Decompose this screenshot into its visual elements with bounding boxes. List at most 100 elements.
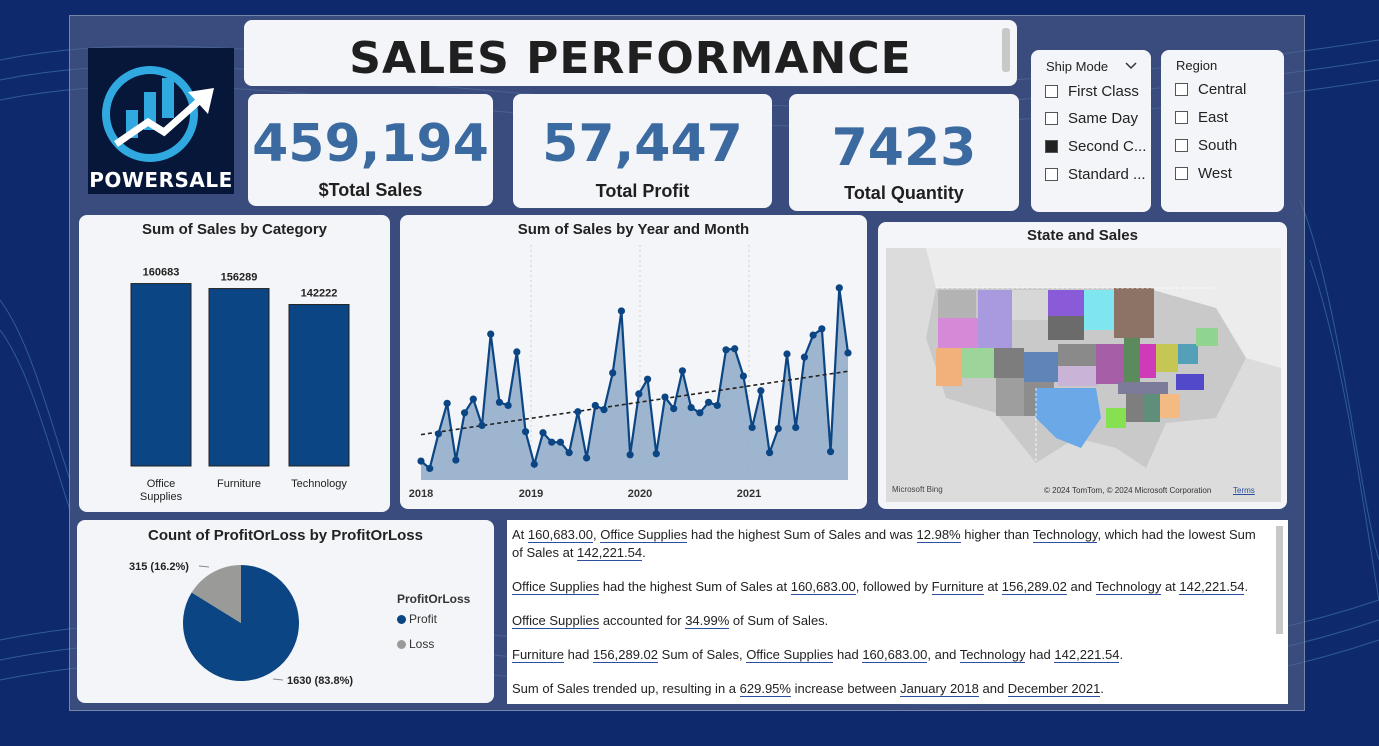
narrative-highlight[interactable]: 160,683.00 xyxy=(862,647,928,663)
data-point[interactable] xyxy=(670,405,678,413)
narrative-highlight[interactable]: Technology xyxy=(959,647,1026,663)
data-point[interactable] xyxy=(844,349,852,357)
bar[interactable] xyxy=(130,283,192,467)
slicer-item-second-class[interactable]: Second C... xyxy=(1045,136,1146,156)
data-point[interactable] xyxy=(513,348,521,356)
data-point[interactable] xyxy=(574,408,582,416)
bar[interactable] xyxy=(208,288,270,467)
narrative-highlight[interactable]: 142,221.54 xyxy=(1054,647,1120,663)
narrative-highlight[interactable]: Furniture xyxy=(512,647,565,663)
data-point[interactable] xyxy=(678,367,687,375)
narrative-highlight[interactable]: Technology xyxy=(1095,579,1162,595)
narrative-highlight[interactable]: 34.99% xyxy=(685,613,730,629)
narrative-scrollbar[interactable] xyxy=(1276,526,1283,634)
data-point[interactable] xyxy=(434,430,443,438)
data-point[interactable] xyxy=(774,424,782,433)
legend-item-loss[interactable]: Loss xyxy=(397,637,434,651)
data-point[interactable] xyxy=(661,393,669,401)
slicer-item-west[interactable]: West xyxy=(1175,163,1232,183)
narrative-highlight[interactable]: 142,221.54 xyxy=(1179,579,1245,595)
data-point[interactable] xyxy=(460,409,469,417)
narrative-highlight[interactable]: Office Supplies xyxy=(512,579,600,595)
data-point[interactable] xyxy=(548,438,556,446)
slicer-item-standard[interactable]: Standard ... xyxy=(1045,164,1146,184)
narrative-highlight[interactable]: Office Supplies xyxy=(512,613,600,629)
data-point[interactable] xyxy=(556,438,565,446)
map-terms-link[interactable]: Terms xyxy=(1233,486,1255,495)
slicer-item-east[interactable]: East xyxy=(1175,107,1228,127)
narrative-highlight[interactable]: December 2021 xyxy=(1007,681,1101,697)
data-point[interactable] xyxy=(792,423,800,432)
narrative-highlight[interactable]: Office Supplies xyxy=(746,647,834,663)
data-point[interactable] xyxy=(687,403,695,412)
checkbox[interactable] xyxy=(1045,167,1058,181)
data-point[interactable] xyxy=(626,451,634,459)
title-scrollbar[interactable] xyxy=(1002,28,1010,72)
data-point[interactable] xyxy=(443,399,451,407)
chevron-down-icon[interactable] xyxy=(1125,62,1137,70)
data-point[interactable] xyxy=(643,375,652,383)
data-point[interactable] xyxy=(765,449,774,457)
pie-slice-loss[interactable] xyxy=(191,565,241,623)
checkbox[interactable] xyxy=(1175,82,1188,96)
data-point[interactable] xyxy=(600,406,608,414)
slicer-item-same-day[interactable]: Same Day xyxy=(1045,108,1138,128)
legend-item-profit[interactable]: Profit xyxy=(397,612,437,626)
checkbox[interactable] xyxy=(1045,139,1058,153)
narrative-highlight[interactable]: 142,221.54 xyxy=(577,545,643,561)
data-point[interactable] xyxy=(504,401,512,410)
data-point[interactable] xyxy=(826,448,835,456)
data-point[interactable] xyxy=(609,369,617,377)
data-point[interactable] xyxy=(539,429,547,437)
data-point[interactable] xyxy=(809,331,817,339)
slicer-item-central[interactable]: Central xyxy=(1175,79,1246,99)
narrative-highlight[interactable]: 12.98% xyxy=(916,527,961,543)
data-point[interactable] xyxy=(800,353,809,361)
checkbox[interactable] xyxy=(1175,110,1188,124)
data-point[interactable] xyxy=(783,350,791,358)
narrative-highlight[interactable]: 160,683.00 xyxy=(527,527,593,543)
data-point[interactable] xyxy=(487,330,495,338)
data-point[interactable] xyxy=(652,450,660,458)
data-point[interactable] xyxy=(469,395,477,403)
data-point[interactable] xyxy=(818,325,826,333)
narrative-highlight[interactable]: 156,289.02 xyxy=(1001,579,1067,595)
checkbox[interactable] xyxy=(1175,166,1188,180)
data-point[interactable] xyxy=(582,454,591,462)
data-point[interactable] xyxy=(591,401,599,410)
checkbox[interactable] xyxy=(1045,111,1058,125)
data-point[interactable] xyxy=(635,390,643,398)
powersale-logo: POWERSALE xyxy=(88,48,234,194)
data-point[interactable] xyxy=(696,409,704,417)
data-point[interactable] xyxy=(731,345,739,353)
narrative-highlight[interactable]: Furniture xyxy=(931,579,984,595)
data-point[interactable] xyxy=(478,421,486,429)
bar[interactable] xyxy=(288,304,350,467)
data-point[interactable] xyxy=(521,428,530,436)
data-point[interactable] xyxy=(417,457,425,465)
checkbox[interactable] xyxy=(1175,138,1188,152)
narrative-highlight[interactable]: Office Supplies xyxy=(600,527,688,543)
data-point[interactable] xyxy=(452,456,460,464)
data-point[interactable] xyxy=(835,284,843,292)
data-point[interactable] xyxy=(722,346,730,354)
narrative-highlight[interactable]: Technology xyxy=(1032,527,1098,543)
data-point[interactable] xyxy=(713,401,721,410)
data-point[interactable] xyxy=(757,387,765,395)
slicer-item-south[interactable]: South xyxy=(1175,135,1237,155)
narrative-highlight[interactable]: 629.95% xyxy=(739,681,791,697)
data-point[interactable] xyxy=(617,307,626,315)
slicer-item-first-class[interactable]: First Class xyxy=(1045,81,1139,101)
data-point[interactable] xyxy=(748,423,756,432)
us-map[interactable] xyxy=(886,248,1281,502)
checkbox[interactable] xyxy=(1045,84,1058,98)
data-point[interactable] xyxy=(530,460,538,468)
data-point[interactable] xyxy=(495,398,504,406)
data-point[interactable] xyxy=(426,464,434,473)
narrative-highlight[interactable]: January 2018 xyxy=(900,681,979,697)
narrative-highlight[interactable]: 160,683.00 xyxy=(790,579,856,595)
data-point[interactable] xyxy=(704,398,713,406)
data-point[interactable] xyxy=(565,449,573,457)
data-point[interactable] xyxy=(739,372,748,380)
narrative-highlight[interactable]: 156,289.02 xyxy=(592,647,659,663)
